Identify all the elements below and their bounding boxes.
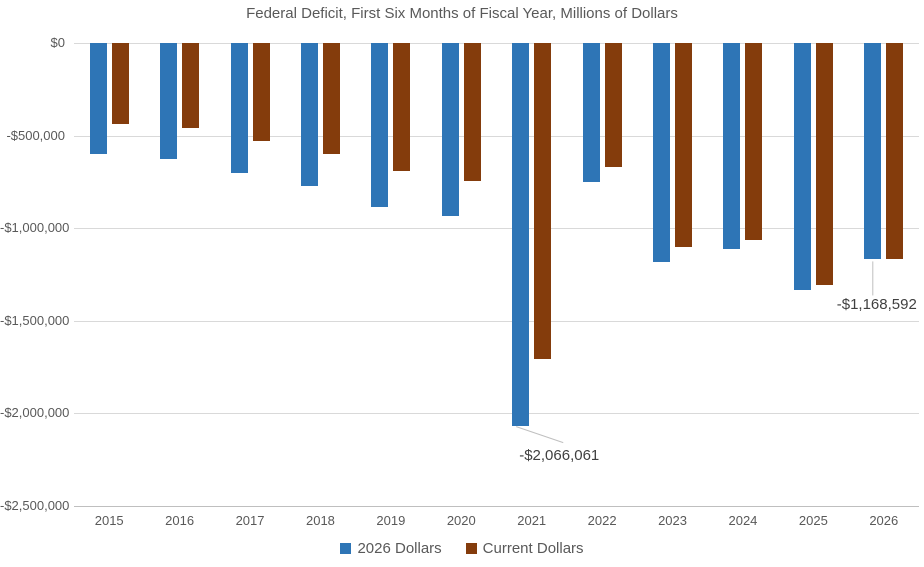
legend-label: 2026 Dollars [357, 540, 442, 557]
legend-item-current-dollars: Current Dollars [465, 540, 584, 557]
x-tick-label-2020: 2020 [446, 513, 476, 528]
bar-2019-2026-dollars [371, 43, 389, 207]
x-tick-label-2016: 2016 [165, 513, 195, 528]
legend: 2026 Dollars Current Dollars [0, 540, 924, 557]
gridline [74, 320, 919, 322]
bar-2015-2026-dollars [89, 43, 107, 155]
x-tick-label-2019: 2019 [376, 513, 406, 528]
bar-2018-2026-dollars [300, 43, 318, 186]
bar-2023-2026-dollars [653, 43, 671, 263]
bar-2017-current-dollars [252, 43, 270, 141]
x-tick-label-2026: 2026 [869, 513, 899, 528]
bar-2021-2026-dollars [512, 43, 530, 426]
x-tick-label-2024: 2024 [728, 513, 758, 528]
legend-swatch-icon [465, 543, 477, 554]
y-tick-label: -$500,000 [6, 127, 65, 143]
y-tick-label: -$2,000,000 [0, 405, 70, 421]
gridline [74, 228, 919, 230]
x-tick-label-2017: 2017 [235, 513, 265, 528]
x-tick-label-2018: 2018 [305, 513, 335, 528]
gridline [74, 135, 919, 137]
x-tick-label-2023: 2023 [658, 513, 687, 528]
bar-2026-current-dollars [886, 43, 904, 260]
legend-item-2026-dollars: 2026 Dollars [340, 540, 442, 557]
x-tick-label-2025: 2025 [798, 513, 828, 528]
x-tick-label-2015: 2015 [94, 513, 124, 528]
bar-2020-current-dollars [463, 43, 481, 181]
legend-swatch-icon [340, 543, 352, 554]
bar-2024-current-dollars [745, 43, 763, 241]
bar-2023-current-dollars [675, 43, 693, 248]
bar-2025-current-dollars [815, 43, 833, 286]
y-tick-label: $0 [50, 35, 65, 50]
bar-2021-current-dollars [534, 43, 552, 359]
bar-2024-2026-dollars [723, 43, 741, 250]
bar-2015-current-dollars [111, 43, 129, 125]
y-tick-label: -$1,500,000 [0, 312, 70, 328]
x-tick-label-2022: 2022 [587, 513, 617, 528]
gridline [74, 413, 919, 415]
bar-2022-current-dollars [604, 43, 622, 167]
bar-2019-current-dollars [393, 43, 411, 171]
y-tick-label: -$2,500,000 [0, 498, 70, 513]
bar-2017-2026-dollars [230, 43, 248, 173]
legend-label: Current Dollars [482, 540, 584, 557]
x-tick-label-2021: 2021 [517, 513, 547, 528]
bar-2018-current-dollars [322, 43, 340, 155]
y-tick-label: -$1,000,000 [0, 220, 70, 236]
bar-2025-2026-dollars [793, 43, 811, 290]
bar-2020-2026-dollars [441, 43, 459, 216]
bar-2022-2026-dollars [582, 43, 600, 182]
x-axis-line [74, 506, 919, 507]
bar-2016-2026-dollars [160, 43, 178, 159]
gridline [74, 43, 919, 44]
chart-title: Federal Deficit, First Six Months of Fis… [246, 5, 678, 22]
data-label-2026: -$1,168,592 [836, 296, 917, 314]
bar-2016-current-dollars [182, 43, 200, 129]
data-label-2021: -$2,066,061 [519, 446, 600, 464]
bar-2026-2026-dollars [864, 43, 882, 260]
